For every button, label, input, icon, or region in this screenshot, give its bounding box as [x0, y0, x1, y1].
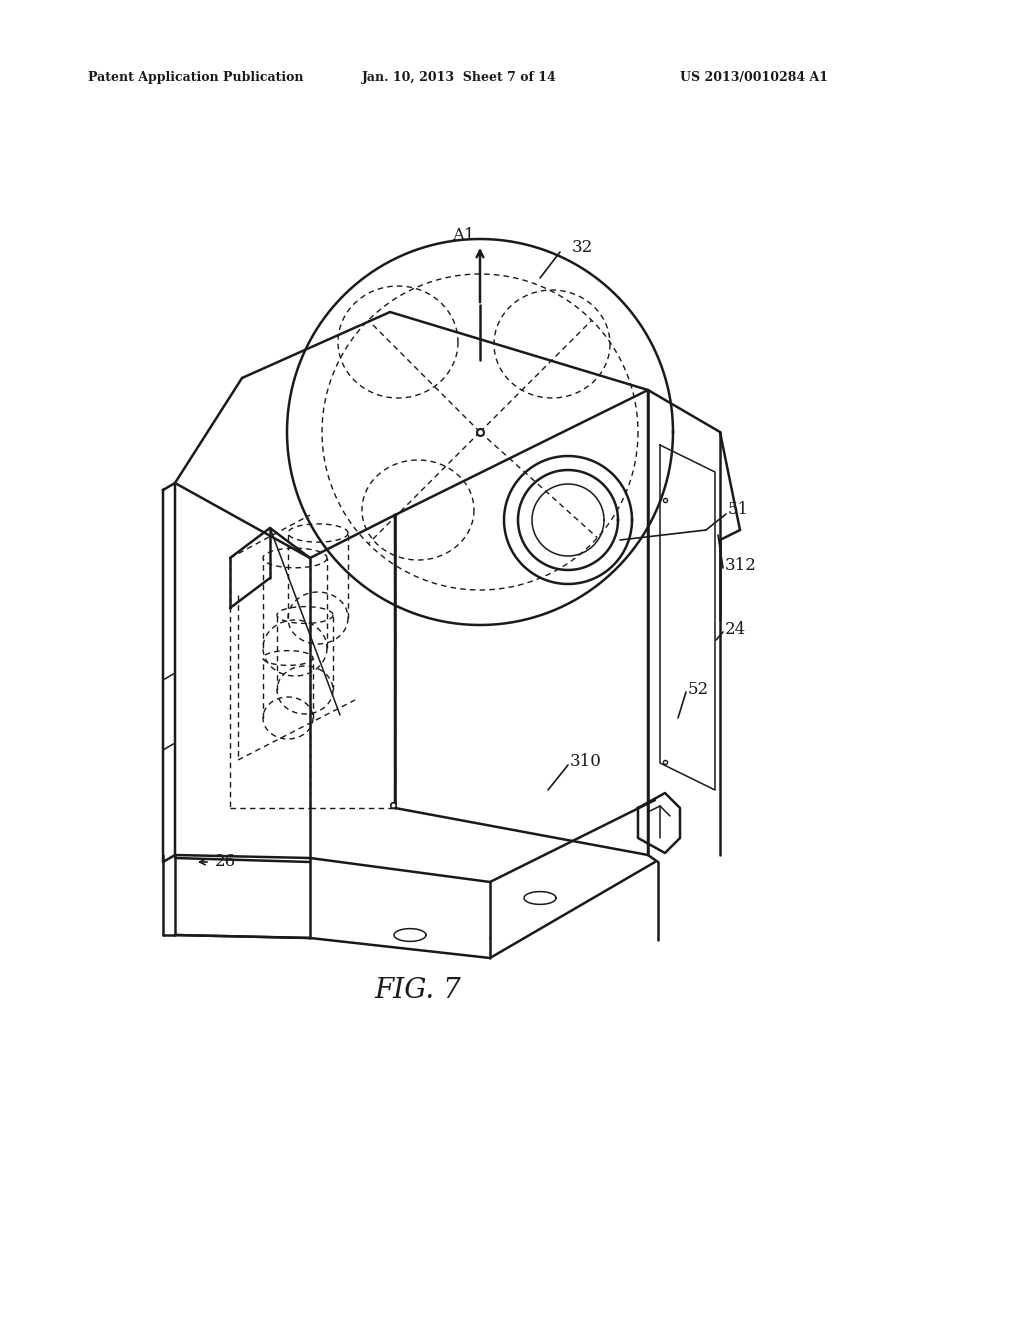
- Text: 32: 32: [572, 239, 593, 256]
- Text: 312: 312: [725, 557, 757, 573]
- Text: 26: 26: [215, 854, 237, 870]
- Text: Patent Application Publication: Patent Application Publication: [88, 71, 303, 84]
- Text: 24: 24: [725, 622, 746, 639]
- Text: US 2013/0010284 A1: US 2013/0010284 A1: [680, 71, 828, 84]
- Text: 310: 310: [570, 754, 602, 771]
- Text: Jan. 10, 2013  Sheet 7 of 14: Jan. 10, 2013 Sheet 7 of 14: [362, 71, 557, 84]
- Text: 51: 51: [728, 502, 750, 519]
- Text: 52: 52: [688, 681, 710, 698]
- Text: FIG. 7: FIG. 7: [375, 977, 462, 1003]
- Text: A1: A1: [453, 227, 475, 243]
